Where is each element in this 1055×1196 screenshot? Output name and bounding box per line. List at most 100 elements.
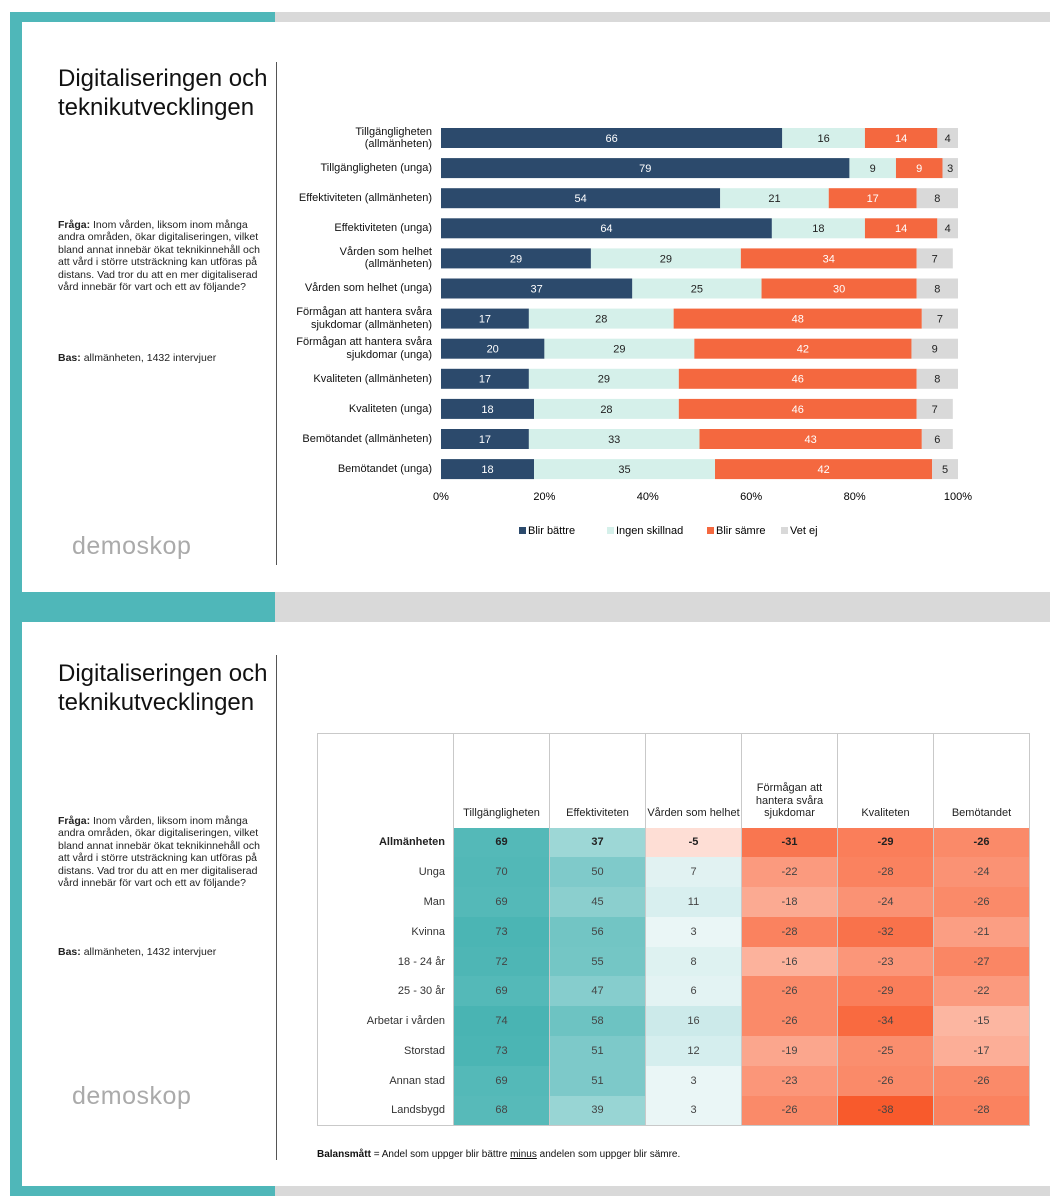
value-label: 7 [932,404,938,416]
row-label: Unga [317,857,454,888]
bar-segment [441,128,783,148]
bar-segment [441,188,721,209]
value-label: 18 [481,404,493,416]
value-label: 3 [947,163,953,175]
row-label: 25 - 30 år [317,976,454,1007]
value-label: 17 [479,374,491,386]
value-cell: -22 [933,976,1030,1007]
value-label: 17 [479,314,491,326]
divider [276,655,277,1160]
bar-segment [441,218,772,239]
value-label: 8 [934,193,940,205]
value-cell: 16 [645,1006,742,1037]
table-row: Landsbygd 68 39 3 -26 -38 -28 [317,1095,1030,1126]
value-label: 28 [595,314,607,326]
x-tick-label: 20% [533,491,555,503]
value-label: 25 [691,283,703,295]
value-cell: 72 [453,946,550,977]
value-cell: 3 [645,1095,742,1126]
value-label: 46 [792,404,804,416]
footnote: Balansmått = Andel som uppger blir bättr… [317,1149,680,1160]
value-cell: -21 [933,916,1030,947]
category-label: Tillgängligheten (unga) [320,161,433,174]
question: Fråga: Inom vården, liksom inom många an… [58,815,270,889]
value-cell: -26 [933,887,1030,917]
value-cell: -29 [837,827,934,858]
bar-segment [678,368,917,389]
bar-segment [911,338,958,359]
value-label: 4 [945,133,951,145]
legend-swatch [519,527,526,534]
value-cell: -29 [837,976,934,1007]
x-tick-label: 0% [433,491,449,503]
value-cell: 45 [549,887,646,917]
bar-segment [715,459,933,480]
bar-segment [921,429,953,449]
value-cell: -26 [741,1095,838,1126]
value-cell: 51 [549,1036,646,1066]
bar-segment [699,429,922,449]
question-label: Fråga: [58,219,91,231]
value-cell: -15 [933,1006,1030,1037]
bottom-band [275,1186,1050,1196]
legend-swatch [781,527,788,534]
top-band [22,12,275,22]
base: Bas: allmänheten, 1432 intervjuer [58,946,270,958]
x-tick-label: 100% [944,491,972,503]
value-label: 46 [792,374,804,386]
question: Fråga: Inom vården, liksom inom många an… [58,219,270,293]
bottom-band [22,1186,275,1196]
category-label: Vården som helhet (unga) [304,282,432,295]
column-header: Förmågan att hantera svåra sjukdomar [741,733,838,828]
value-cell: 58 [549,1006,646,1037]
bar-segment [694,338,912,359]
value-cell: 8 [645,946,742,977]
footnote-text: andelen som uppger blir sämre. [539,1149,681,1160]
base-text: allmänheten, 1432 intervjuer [83,946,217,958]
category-label: Effektiviteten (allmänheten) [298,191,432,204]
value-label: 64 [600,223,612,235]
value-cell: 68 [453,1095,550,1126]
header-row: Tillgängligheten Effektiviteten Vården som… [317,733,1030,828]
bar-segment [937,218,958,239]
logo: demoskop [72,532,192,560]
value-cell: -5 [645,827,742,858]
bar-segment [441,398,535,419]
row-label: 18 - 24 år [317,946,454,977]
x-tick-label: 40% [637,491,659,503]
bar-segment [782,128,865,148]
value-label: 5 [942,464,948,476]
value-label: 79 [639,163,651,175]
value-cell: -16 [741,946,838,977]
base-label: Bas: [58,946,81,958]
table-row: 25 - 30 år 69 47 6 -26 -29 -22 [317,976,1030,1007]
value-cell: 69 [453,1065,550,1096]
value-cell: 7 [645,857,742,888]
value-label: 33 [608,434,620,446]
value-label: 18 [481,464,493,476]
bar-segment [932,459,958,480]
value-cell: 11 [645,887,742,917]
separator-band [275,592,1050,622]
value-cell: -26 [837,1065,934,1096]
row-label: Arbetar i vården [317,1006,454,1037]
base-text: allmänheten, 1432 intervjuer [83,352,217,364]
value-cell: 74 [453,1006,550,1037]
value-cell: 73 [453,916,550,947]
bar-segment [441,278,633,299]
legend-swatch [607,527,614,534]
corner-cell [317,733,454,828]
bar-segment [740,248,917,269]
value-label: 20 [487,344,499,356]
value-cell: -18 [741,887,838,917]
value-label: 4 [945,223,951,235]
row-label: Kvinna [317,916,454,947]
value-cell: -24 [837,887,934,917]
table-row: Annan stad 69 51 3 -23 -26 -26 [317,1065,1030,1096]
value-cell: 56 [549,916,646,947]
value-cell: -38 [837,1095,934,1126]
value-label: 9 [932,344,938,356]
value-cell: 55 [549,946,646,977]
value-cell: -23 [837,946,934,977]
